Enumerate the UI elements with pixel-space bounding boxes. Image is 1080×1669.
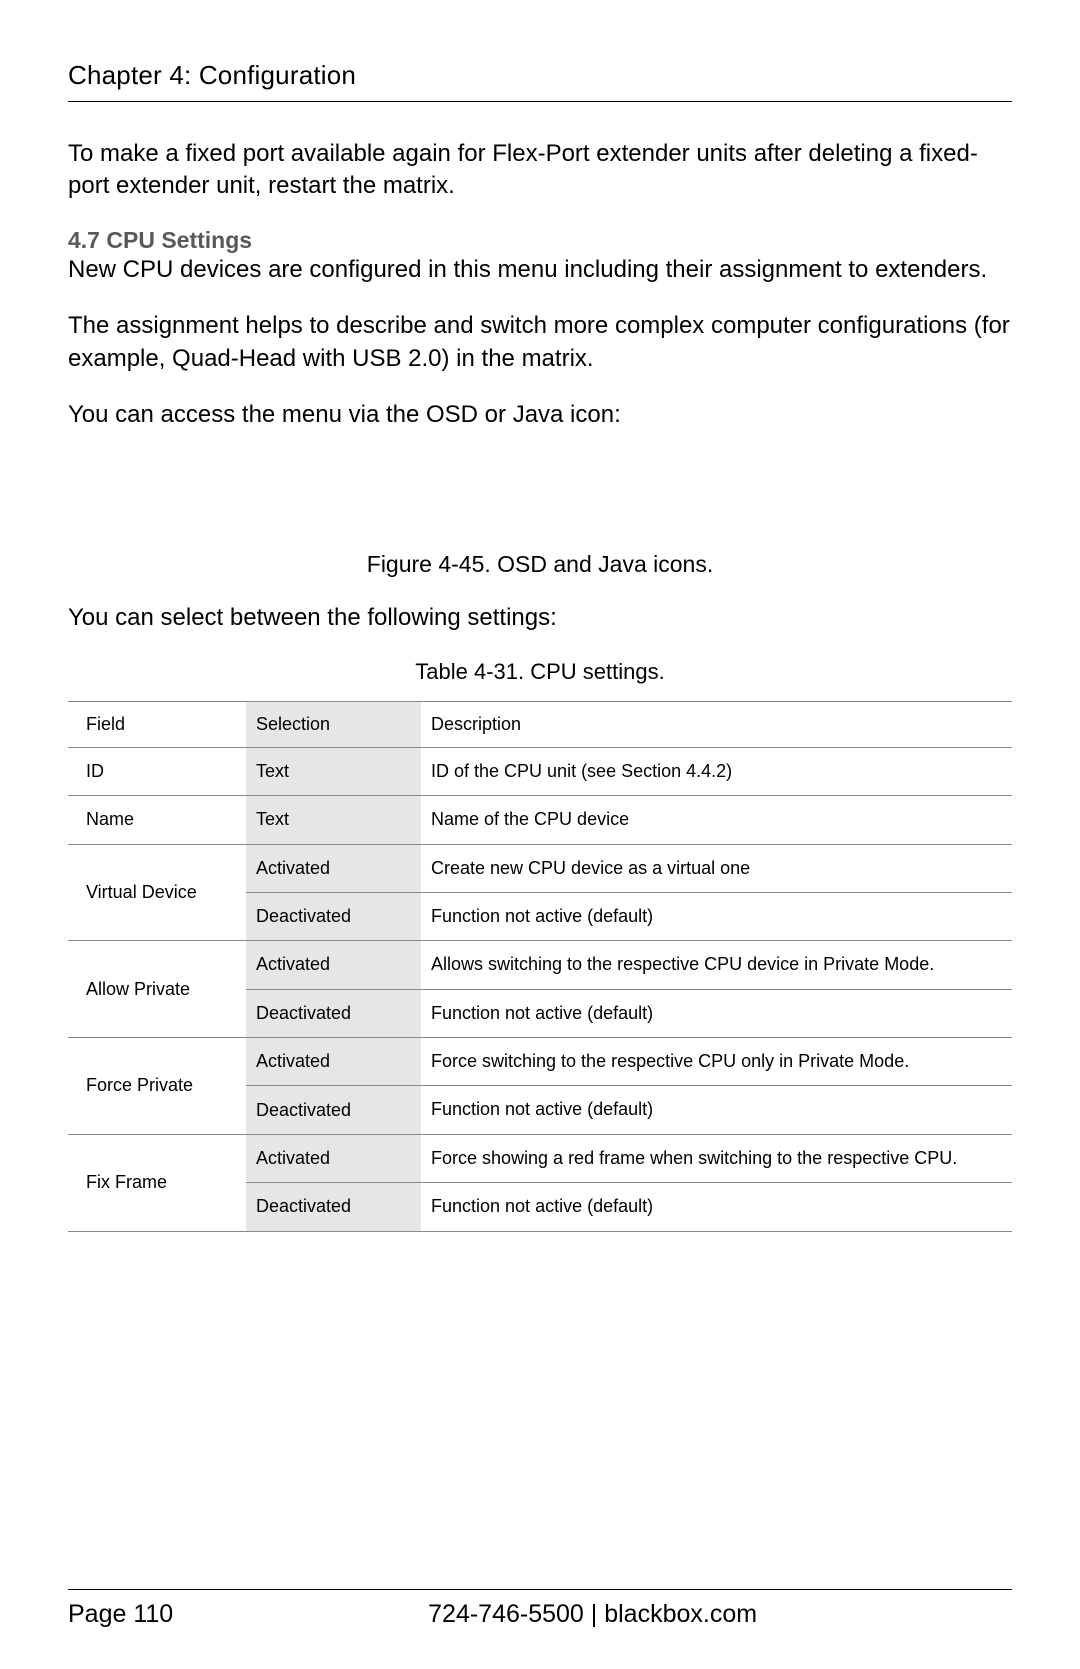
table-cell-field: ID (68, 747, 246, 795)
table-row: Virtual DeviceActivatedCreate new CPU de… (68, 844, 1012, 892)
table-cell-field: Virtual Device (68, 844, 246, 941)
table-cell-description: ID of the CPU unit (see Section 4.4.2) (421, 747, 1012, 795)
table-cell-selection: Text (246, 747, 421, 795)
table-cell-description: Allows switching to the respective CPU d… (421, 941, 1012, 989)
table-cell-description: Name of the CPU device (421, 796, 1012, 844)
section-heading-cpu-settings: 4.7 CPU Settings (68, 227, 1012, 254)
figure-caption: Figure 4-45. OSD and Java icons. (68, 551, 1012, 578)
paragraph-select-settings: You can select between the following set… (68, 602, 1012, 634)
table-cell-field: Name (68, 796, 246, 844)
table-cell-description: Create new CPU device as a virtual one (421, 844, 1012, 892)
table-header-description: Description (421, 701, 1012, 747)
table-cell-selection: Deactivated (246, 1086, 421, 1134)
table-cell-description: Function not active (default) (421, 892, 1012, 940)
table-cell-selection: Deactivated (246, 989, 421, 1037)
table-cell-selection: Activated (246, 1038, 421, 1086)
paragraph-access: You can access the menu via the OSD or J… (68, 399, 1012, 431)
table-cell-field: Fix Frame (68, 1134, 246, 1231)
table-caption: Table 4-31. CPU settings. (68, 659, 1012, 685)
chapter-title: Chapter 4: Configuration (68, 60, 1012, 102)
table-cell-selection: Deactivated (246, 1183, 421, 1231)
table-cell-selection: Activated (246, 844, 421, 892)
table-cell-selection: Activated (246, 1134, 421, 1182)
table-cell-field: Force Private (68, 1038, 246, 1135)
paragraph-cpu-devices: New CPU devices are configured in this m… (68, 254, 1012, 286)
table-cell-description: Function not active (default) (421, 1086, 1012, 1134)
page-footer: Page 110 724-746-5500 | blackbox.com (68, 1589, 1012, 1629)
table-cell-description: Function not active (default) (421, 1183, 1012, 1231)
table-row: Allow PrivateActivatedAllows switching t… (68, 941, 1012, 989)
table-row: Force PrivateActivatedForce switching to… (68, 1038, 1012, 1086)
table-header-row: Field Selection Description (68, 701, 1012, 747)
table-cell-description: Function not active (default) (421, 989, 1012, 1037)
table-row: IDTextID of the CPU unit (see Section 4.… (68, 747, 1012, 795)
table-cell-selection: Deactivated (246, 892, 421, 940)
page-number: Page 110 (68, 1600, 173, 1629)
footer-contact: 724-746-5500 | blackbox.com (428, 1600, 757, 1629)
table-header-selection: Selection (246, 701, 421, 747)
document-page: Chapter 4: Configuration To make a fixed… (0, 0, 1080, 1669)
paragraph-assignment: The assignment helps to describe and swi… (68, 310, 1012, 375)
table-row: Fix FrameActivatedForce showing a red fr… (68, 1134, 1012, 1182)
paragraph-intro: To make a fixed port available again for… (68, 138, 1012, 203)
table-cell-selection: Activated (246, 941, 421, 989)
table-cell-description: Force showing a red frame when switching… (421, 1134, 1012, 1182)
cpu-settings-table: Field Selection Description IDTextID of … (68, 701, 1012, 1232)
table-row: NameTextName of the CPU device (68, 796, 1012, 844)
table-cell-field: Allow Private (68, 941, 246, 1038)
table-cell-selection: Text (246, 796, 421, 844)
table-cell-description: Force switching to the respective CPU on… (421, 1038, 1012, 1086)
table-header-field: Field (68, 701, 246, 747)
